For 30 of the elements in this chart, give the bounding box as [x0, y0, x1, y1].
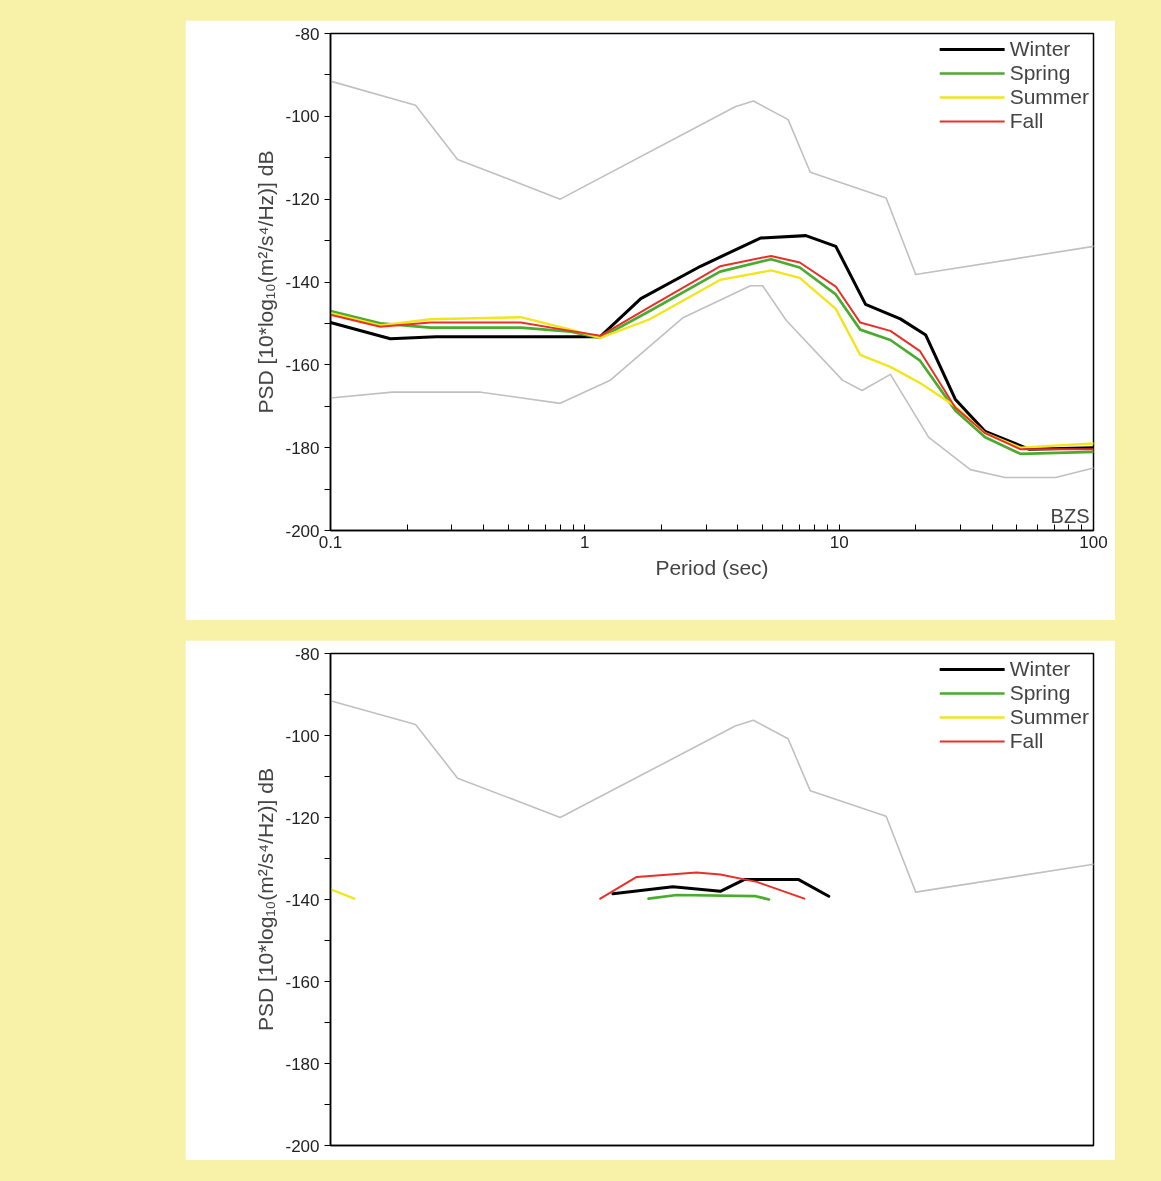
x-axis-title: Period (sec) [655, 555, 769, 579]
y-axis-title: PSD [10*log₁₀(m²/s⁴/Hz)] dB [254, 150, 278, 414]
y-tick-label: -100 [285, 726, 320, 746]
y-tick-label: -160 [285, 355, 320, 375]
x-tick-label: 0.1 [318, 532, 343, 552]
y-axis-title: PSD [10*log₁₀(m²/s⁴/Hz)] dB [254, 768, 278, 1031]
legend-label: Summer [1009, 85, 1089, 109]
legend-label: Spring [1009, 681, 1071, 705]
y-tick-label: -180 [285, 438, 320, 458]
x-tick-label: 10 [829, 532, 849, 552]
legend-label: Winter [1009, 657, 1071, 681]
y-tick-label: -80 [294, 24, 320, 44]
y-tick-label: -160 [285, 972, 320, 992]
y-tick-label: -180 [285, 1054, 320, 1074]
legend-label: Spring [1009, 61, 1071, 85]
y-tick-label: -140 [285, 273, 320, 292]
x-tick-label: 1 [580, 532, 590, 552]
y-tick-label: -140 [285, 890, 320, 910]
y-tick-label: -200 [285, 1136, 320, 1156]
y-tick-label: -100 [285, 107, 320, 127]
annotation: BZS [1050, 504, 1090, 527]
legend-label: Summer [1009, 705, 1089, 729]
x-tick-label: 100 [1079, 532, 1108, 552]
legend-label: Winter [1009, 37, 1071, 61]
legend-label: Fall [1009, 729, 1044, 753]
y-tick-label: -120 [285, 808, 320, 828]
legend-label: Fall [1009, 109, 1044, 133]
y-tick-label: -200 [285, 521, 320, 541]
y-tick-label: -80 [294, 644, 320, 664]
y-tick-label: -120 [285, 190, 320, 210]
